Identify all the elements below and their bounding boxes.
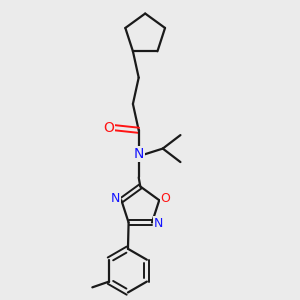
Text: N: N <box>110 192 120 206</box>
Text: N: N <box>154 217 163 230</box>
Text: N: N <box>134 147 144 161</box>
Text: O: O <box>161 192 171 206</box>
Text: O: O <box>103 121 114 135</box>
